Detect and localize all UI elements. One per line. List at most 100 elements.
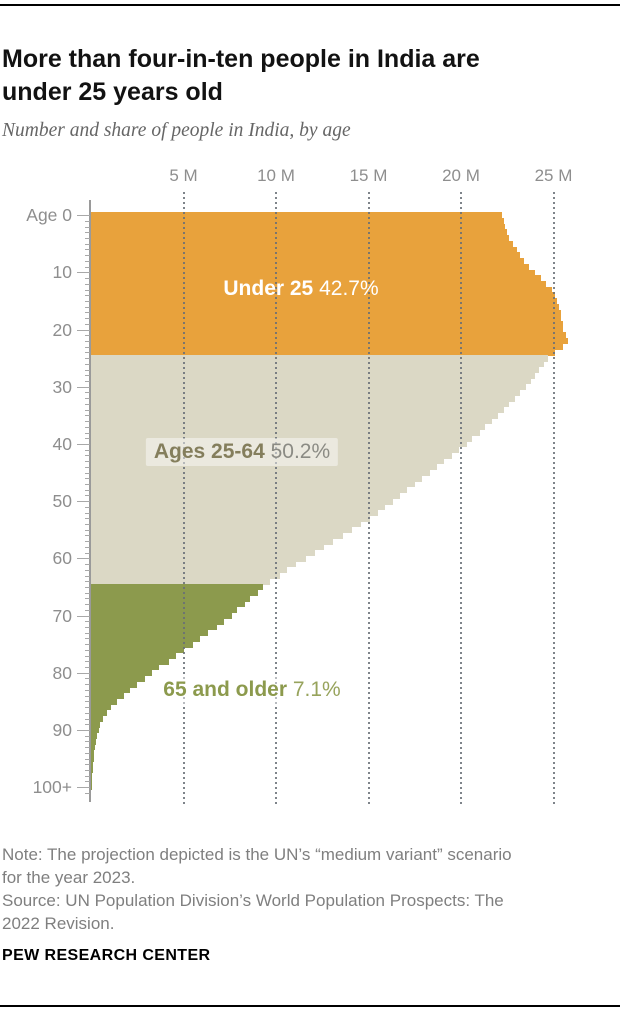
y-axis-minor-tick [85,564,90,566]
y-axis-tick-label: 50 [52,491,72,512]
y-axis-minor-tick [85,581,90,583]
age-bar [91,526,352,534]
age-bar [91,263,530,270]
age-bar [91,767,93,774]
y-axis-minor-tick [85,627,90,628]
age-bar [91,721,101,728]
y-axis-minor-tick [85,535,90,537]
y-axis-major-tick [77,787,90,789]
page-title: More than four-in-ten people in India ar… [2,43,618,109]
age-bar [91,652,177,659]
y-axis-minor-tick [85,489,90,491]
y-axis-minor-tick [85,689,90,691]
age-bar [91,458,445,465]
age-bar [91,601,245,608]
age-bar [91,629,208,637]
age-bar [91,589,258,597]
age-bar [91,664,160,671]
y-axis-minor-tick [85,609,90,611]
age-bar [91,492,400,499]
age-bar [91,561,297,568]
y-axis-minor-tick [85,478,90,480]
y-axis-minor-tick [85,781,90,783]
gridline-20m [460,192,462,805]
y-axis-minor-tick [85,266,90,268]
y-axis-major-tick [77,443,90,445]
y-axis-tick-label: 70 [52,605,72,626]
y-axis-minor-tick [85,323,90,325]
age-bar [91,618,225,625]
y-axis-major-tick [77,272,90,274]
age-bar [91,784,92,791]
age-bar [91,744,95,751]
chart-subtitle: Number and share of people in India, by … [2,120,351,141]
y-axis-minor-tick [85,735,90,737]
age-bar [91,378,532,385]
y-axis-minor-tick [85,238,90,240]
y-axis-minor-tick [85,724,90,726]
y-axis-minor-tick [85,506,90,508]
gridline-10m [275,192,277,805]
age-bar [91,704,112,711]
section-label-ages-25-64: Ages 25-64 50.2% [145,438,339,466]
gridline-15m [367,192,370,805]
y-axis-minor-tick [85,466,90,468]
y-axis-minor-tick [85,569,90,571]
age-bar [91,772,93,780]
age-bar [91,749,95,757]
age-bar [91,372,535,379]
y-axis-minor-tick [85,495,90,497]
age-bar [91,469,430,476]
age-bar [91,463,437,471]
age-bar [91,395,515,402]
y-axis-major-tick [77,729,90,731]
y-axis-minor-tick [85,747,90,749]
source-line-1: Source: UN Population Division’s World P… [2,891,504,910]
x-axis-tick-label: 5 M [169,166,198,185]
section-label-65-older: 65 and older 7.1% [155,676,349,704]
y-axis-minor-tick [85,220,90,222]
age-bar [91,521,362,528]
y-axis-minor-tick [85,758,90,760]
section-label-ages-25-64-pct: 50.2% [270,440,331,463]
age-bar [91,612,232,619]
y-axis-minor-tick [85,438,90,440]
y-axis-minor-tick [85,392,90,394]
y-axis-tick-label: 60 [52,548,72,569]
age-bar [91,280,547,288]
age-bar [91,647,184,654]
age-bar [91,326,563,333]
age-bar [91,229,508,236]
x-axis-tick-label: 20 M [442,166,480,185]
age-bar [91,544,325,551]
y-axis-minor-tick [85,586,90,588]
y-axis-minor-tick [85,632,90,634]
y-axis-minor-tick [85,592,90,594]
y-axis-minor-tick [85,335,90,337]
y-axis-minor-tick [85,598,90,600]
y-axis-minor-tick [85,546,90,548]
age-bar [91,355,548,362]
age-bar [91,286,552,293]
y-axis-minor-tick [85,792,90,794]
note-line-2: for the year 2023. [2,868,136,887]
y-axis-minor-tick [85,575,90,577]
y-axis-minor-tick [85,255,90,257]
age-bar [91,246,517,253]
y-axis-major-tick [77,615,90,617]
age-bar [91,320,563,328]
y-axis-minor-tick [85,472,90,474]
section-label-under-25: Under 25 42.7% [223,277,378,301]
page-title-line-1: More than four-in-ten people in India ar… [2,44,480,73]
y-axis-minor-tick [85,455,90,457]
age-bar [91,418,493,425]
age-bar [91,641,193,648]
gridline-25m [552,192,555,805]
gridline-5m [182,192,185,805]
y-axis-minor-tick [85,295,90,297]
y-axis-minor-tick [85,363,90,365]
y-axis-minor-tick [85,638,90,640]
age-bar [91,687,130,694]
age-bar [91,269,535,276]
